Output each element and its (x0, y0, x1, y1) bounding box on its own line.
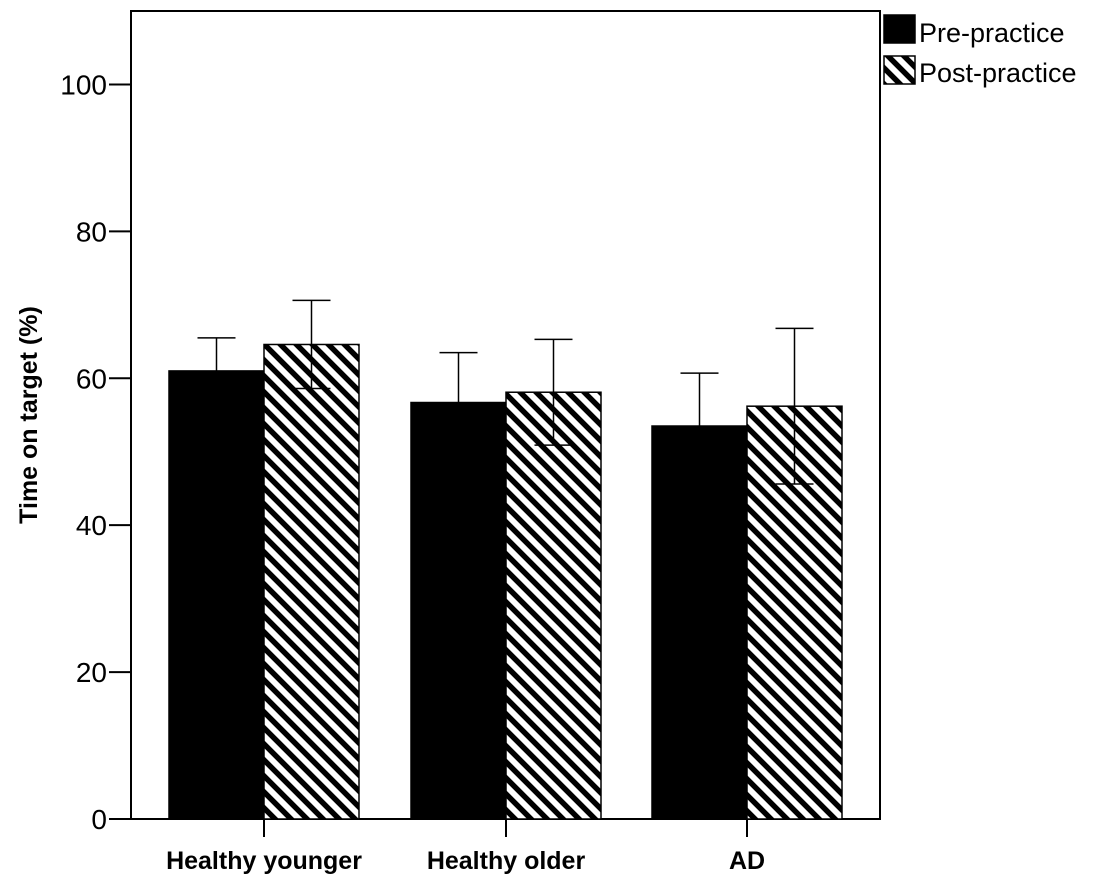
bar-pre-practice-ad (651, 425, 748, 820)
error-bar-pre-practice-healthy-younger (197, 337, 236, 405)
x-tick-label-healthy-older: Healthy older (427, 847, 586, 875)
y-axis-title: Time on target (%) (15, 306, 43, 524)
bar-pre-practice-healthy-younger (168, 370, 265, 820)
legend-label-pre-practice: Pre-practice (919, 18, 1065, 48)
bar-post-practice-healthy-younger (263, 343, 360, 820)
error-bar-pre-practice-healthy-older (439, 351, 478, 454)
x-axis: Healthy younger Healthy older AD (166, 819, 765, 875)
error-bar-pre-practice-ad (680, 372, 719, 480)
bars-group (168, 343, 843, 820)
error-bar-post-practice-healthy-younger (292, 299, 331, 390)
y-tick-label-80: 80 (76, 216, 107, 247)
legend: Pre-practice Post-practice (883, 14, 1077, 88)
legend-swatch-pre-practice (883, 14, 916, 44)
y-tick-label-100: 100 (60, 69, 107, 100)
x-tick-label-healthy-younger: Healthy younger (166, 847, 362, 875)
error-bar-post-practice-healthy-older (534, 338, 573, 446)
error-bars-group (197, 299, 814, 485)
x-tick-label-ad: AD (729, 847, 765, 875)
y-tick-label-20: 20 (76, 657, 107, 688)
y-tick-label-40: 40 (76, 510, 107, 541)
error-bar-post-practice-ad (775, 327, 814, 485)
y-axis: 0 20 40 60 80 100 (60, 69, 131, 835)
legend-label-post-practice: Post-practice (919, 58, 1077, 88)
y-tick-label-60: 60 (76, 363, 107, 394)
y-tick-label-0: 0 (91, 804, 107, 835)
bar-pre-practice-healthy-older (410, 401, 507, 820)
legend-swatch-post-practice (883, 55, 916, 85)
bar-post-practice-healthy-older (505, 391, 602, 820)
